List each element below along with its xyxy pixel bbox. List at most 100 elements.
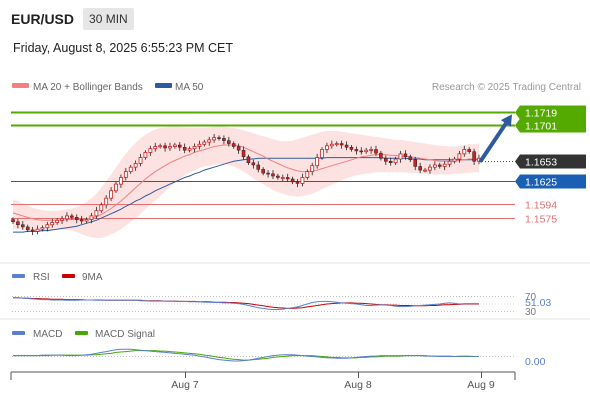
candle <box>364 147 369 154</box>
timeframe-badge[interactable]: 30 MIN <box>83 8 134 30</box>
candle <box>423 167 427 173</box>
candle <box>118 174 123 188</box>
ma20-legend-swatch <box>12 83 29 88</box>
candle <box>84 217 89 224</box>
ma50-legend-label: MA 50 <box>175 82 204 93</box>
candle <box>256 161 261 173</box>
symbol-label: EUR/USD <box>11 11 75 27</box>
candle <box>109 187 114 202</box>
level-box-1 <box>515 118 586 133</box>
rsi-legend-label: RSI <box>33 272 50 283</box>
candle <box>45 221 50 232</box>
macd-legend-label: MACD <box>33 329 62 340</box>
candle <box>207 136 212 146</box>
candle <box>40 225 45 232</box>
level-box-0 <box>515 105 586 120</box>
rsi-legend-swatch <box>12 274 25 278</box>
candle <box>187 146 192 153</box>
candle <box>369 146 374 154</box>
candle <box>55 218 60 225</box>
candle <box>329 140 334 149</box>
candle <box>251 159 256 169</box>
candle <box>388 157 393 166</box>
candle <box>359 147 364 155</box>
datetime-label: Friday, August 8, 2025 6:55:23 PM CET <box>13 41 234 55</box>
candle <box>163 142 167 152</box>
candle <box>138 153 143 167</box>
candle <box>334 141 339 147</box>
projection-arrow <box>479 119 509 163</box>
candle <box>104 195 109 209</box>
projection-arrow-head <box>500 114 513 127</box>
ma20-legend-label: MA 20 + Bollinger Bands <box>33 82 143 93</box>
candle <box>94 207 99 219</box>
candle <box>271 170 275 179</box>
x-tick-label: Aug 9 <box>467 379 495 391</box>
candle <box>197 140 202 150</box>
candle <box>305 169 310 180</box>
level-label-5: 1.1575 <box>525 214 557 226</box>
level-label-3: 1.1625 <box>525 177 557 189</box>
level-label-1: 1.1701 <box>525 121 557 133</box>
candle <box>428 164 432 174</box>
macd-value-label: 0.00 <box>525 356 546 368</box>
candle <box>437 162 442 169</box>
candle <box>266 170 270 178</box>
candle <box>325 142 329 154</box>
candle <box>300 173 305 187</box>
candle <box>192 143 197 153</box>
candle <box>276 173 280 180</box>
candle <box>290 176 295 185</box>
rsi-ma-line <box>13 297 479 309</box>
candle <box>212 133 217 143</box>
rsi-value-label: 51.03 <box>525 297 551 309</box>
candle <box>128 164 133 174</box>
rsi-level-label: 30 <box>525 307 537 318</box>
candle <box>227 136 231 147</box>
candle <box>413 156 418 171</box>
candle <box>172 142 177 149</box>
rsi-panel: RSI 9MA 70 30 51.03 <box>12 272 551 318</box>
candle <box>462 145 467 157</box>
level-label-0: 1.1719 <box>525 108 557 120</box>
level-label-4: 1.1594 <box>525 200 557 212</box>
candle <box>89 212 94 224</box>
candle <box>11 217 15 224</box>
x-tick-label: Aug 7 <box>171 379 199 391</box>
candle <box>379 150 383 161</box>
macd-panel: MACD MACD Signal 0.00 <box>12 329 546 368</box>
candle <box>442 161 447 171</box>
candle <box>222 135 226 145</box>
candle <box>79 215 84 224</box>
rsi-level-label: 70 <box>525 292 537 303</box>
candle <box>403 150 408 160</box>
candle <box>280 174 285 182</box>
level-box-3 <box>515 174 586 189</box>
candle <box>315 153 320 169</box>
candle <box>241 146 246 160</box>
level-label-2: 1.1653 <box>525 157 557 169</box>
candle <box>432 161 437 171</box>
candle <box>70 213 74 220</box>
candle <box>344 141 349 151</box>
candle <box>472 148 476 165</box>
candle <box>50 218 55 228</box>
candle <box>246 154 251 165</box>
candle <box>452 156 457 164</box>
candle <box>457 150 462 163</box>
x-tick-label: Aug 8 <box>344 379 372 391</box>
candle <box>99 202 104 213</box>
candle <box>16 218 20 229</box>
candle <box>384 155 388 165</box>
copyright-label: Research © 2025 Trading Central <box>432 82 581 93</box>
candle <box>374 145 378 157</box>
macd-line <box>13 348 479 362</box>
candle <box>178 142 182 151</box>
candle <box>143 150 148 160</box>
symbol-header: EUR/USD 30 MIN <box>8 8 134 30</box>
candle <box>285 173 290 182</box>
rsi-ma-legend-label: 9MA <box>82 272 103 283</box>
candle <box>153 142 158 152</box>
